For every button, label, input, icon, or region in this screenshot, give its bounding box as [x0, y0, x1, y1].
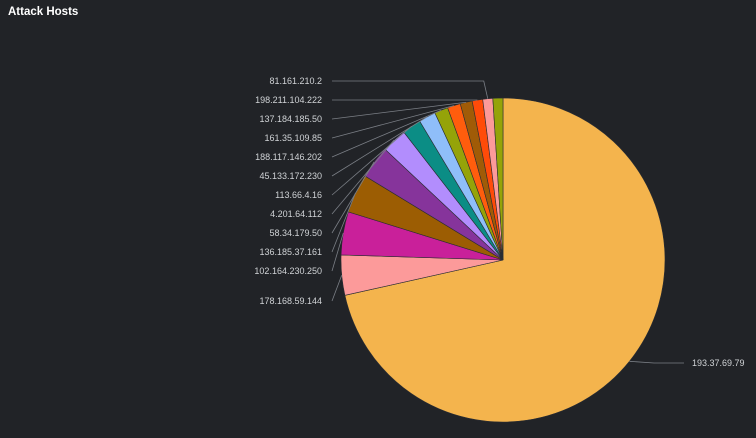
leader-line — [331, 275, 343, 302]
slice-label: 113.66.4.16 — [275, 190, 322, 200]
leader-line — [331, 101, 467, 120]
panel-title: Attack Hosts — [8, 6, 79, 18]
leader-line — [332, 80, 489, 99]
leader-line — [331, 161, 375, 234]
slice-label: 102.164.230.250 — [254, 266, 322, 276]
leader-line — [331, 193, 356, 253]
leader-line — [331, 125, 412, 196]
slice-label: 58.34.179.50 — [269, 228, 322, 238]
leader-line — [331, 109, 442, 158]
pie-slice[interactable] — [492, 97, 504, 261]
slice-label: 198.211.104.222 — [255, 95, 322, 105]
slice-label: 4.201.64.112 — [270, 209, 322, 219]
leader-line — [331, 233, 344, 272]
slice-label: 81.161.210.2 — [269, 76, 322, 86]
leader-line — [331, 105, 455, 139]
leader-line — [629, 360, 684, 364]
pie-slice[interactable] — [344, 97, 666, 423]
slice-label: 45.133.172.230 — [259, 171, 322, 181]
leader-line — [331, 139, 395, 215]
slice-label: 137.184.185.50 — [259, 114, 322, 124]
slice-label: 178.168.59.144 — [259, 296, 322, 306]
leader-line — [331, 116, 428, 177]
slice-label: 193.37.69.79 — [692, 358, 745, 368]
slice-label: 136.185.37.161 — [259, 247, 322, 257]
slice-label: 161.35.109.85 — [264, 133, 322, 143]
slice-label: 188.117.146.202 — [255, 152, 322, 162]
